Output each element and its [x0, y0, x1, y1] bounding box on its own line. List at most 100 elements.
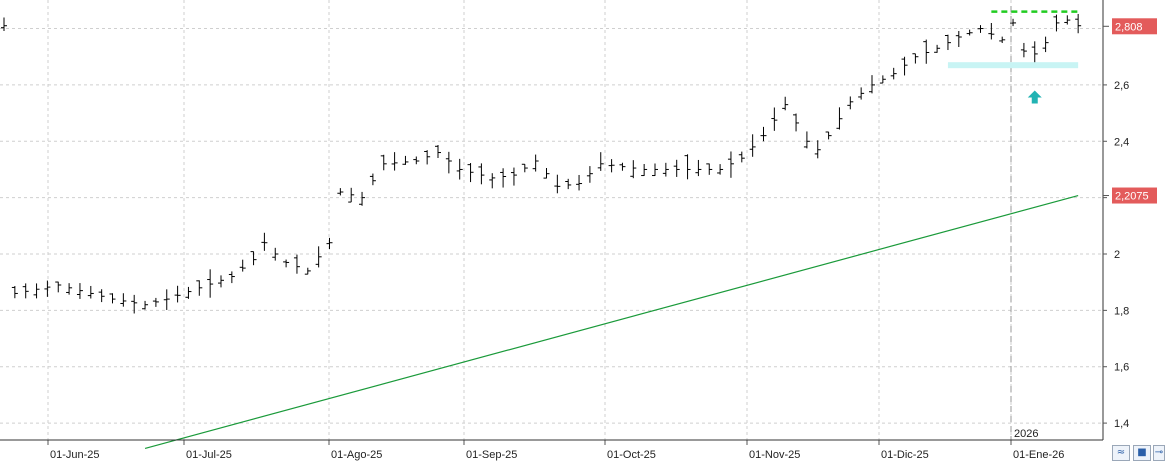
ohlc-bar: [673, 159, 680, 177]
ohlc-bar: [239, 259, 246, 272]
x-tick-label: 01-Ene-26: [1013, 449, 1064, 461]
ohlc-bar: [727, 151, 734, 178]
ohlc-bar: [738, 151, 745, 163]
ohlc-bar: [348, 187, 355, 203]
ohlc-bar: [380, 154, 387, 171]
price-tag-bg: [1112, 18, 1157, 35]
ohlc-bar: [1010, 18, 1017, 27]
ohlc-bar: [142, 300, 149, 310]
y-tick-label: 2,6: [1114, 80, 1129, 92]
ohlc-bar: [402, 155, 409, 165]
price-series: [1, 13, 1082, 314]
ohlc-bar: [760, 126, 767, 142]
ohlc-bar: [923, 39, 930, 64]
ohlc-bar: [55, 281, 62, 293]
ohlc-bar: [391, 152, 398, 171]
ohlc-bar: [413, 156, 420, 165]
ohlc-bar: [1053, 14, 1060, 32]
ohlc-bar: [771, 107, 778, 131]
ohlc-bar: [641, 164, 648, 177]
ohlc-bar: [489, 173, 496, 189]
ohlc-bar: [44, 280, 51, 297]
ohlc-bar: [684, 154, 691, 180]
ohlc-bar: [196, 280, 203, 296]
support-band: [947, 62, 1079, 69]
ohlc-bar: [977, 25, 984, 33]
ohlc-bar: [532, 154, 539, 172]
y-tick-label: 1,8: [1114, 305, 1129, 317]
chart-icon[interactable]: ≈: [1112, 445, 1130, 461]
ohlc-bar: [445, 151, 452, 174]
ohlc-bar: [999, 36, 1006, 44]
ohlc-bar: [478, 163, 485, 185]
ohlc-bar: [315, 246, 322, 268]
ohlc-bar: [337, 188, 344, 196]
ohlc-bar: [510, 167, 517, 186]
ohlc-bar: [304, 267, 311, 275]
save-icon[interactable]: ■: [1133, 445, 1151, 461]
x-tick-label: 01-Oct-25: [607, 449, 656, 461]
ohlc-bar: [87, 285, 94, 299]
ohlc-bar: [293, 254, 300, 274]
moving-average-series: [144, 194, 1079, 450]
ohlc-bar: [11, 285, 18, 299]
x-tick-label: 01-Jul-25: [186, 449, 232, 461]
ohlc-bar: [586, 166, 593, 183]
up-arrow-icon: [1027, 90, 1042, 104]
ohlc-bar: [369, 173, 376, 186]
ohlc-bar: [1, 17, 7, 31]
ohlc-bar: [76, 283, 83, 299]
ohlc-bar: [120, 293, 127, 307]
ohlc-bar: [847, 96, 854, 110]
y-axis-panel: [1104, 0, 1165, 440]
ohlc-bar: [131, 294, 138, 314]
ohlc-bar: [717, 164, 724, 175]
ohlc-bar: [22, 283, 29, 299]
ohlc-bar: [500, 168, 507, 188]
ohlc-bar: [228, 271, 235, 284]
ohlc-bar: [456, 158, 463, 180]
pin-icon[interactable]: ⊸: [1153, 445, 1165, 461]
x-tick-label: 01-Dic-25: [881, 449, 929, 461]
grid: [0, 0, 1103, 440]
ohlc-bar: [521, 163, 528, 173]
ohlc-bar: [706, 163, 713, 175]
ohlc-bar: [955, 30, 962, 47]
ohlc-bar: [890, 67, 897, 80]
ohlc-bar: [109, 293, 116, 304]
ohlc-bar: [152, 297, 159, 307]
ohlc-bar: [858, 87, 865, 100]
x-tick-label: 01-Sep-25: [466, 449, 517, 461]
ohlc-bar: [619, 162, 626, 171]
price-tag-text: 2,2075: [1115, 191, 1149, 203]
ohlc-bar: [803, 131, 810, 149]
ohlc-bar: [944, 34, 951, 51]
ohlc-bar: [467, 163, 474, 183]
ohlc-bar: [793, 113, 800, 132]
ohlc-bar: [662, 162, 669, 177]
last-price-tag: 2,808: [1103, 18, 1157, 35]
ohlc-bar: [597, 152, 604, 171]
annotations: [947, 10, 1079, 104]
ohlc-bar: [283, 259, 290, 268]
moving-average-tag: 2,2075: [1103, 187, 1157, 204]
ohlc-bar: [185, 286, 192, 299]
ohlc-bar: [695, 159, 702, 177]
ohlc-bar: [435, 144, 441, 159]
ohlc-bar: [33, 283, 40, 299]
ohlc-bar: [1064, 15, 1071, 25]
ohlc-bar: [576, 174, 583, 191]
ohlc-bar: [174, 285, 181, 303]
ohlc-bar: [630, 160, 637, 179]
ohlc-bar: [988, 22, 995, 40]
ohlc-bar: [554, 174, 561, 194]
ohlc-bar: [543, 168, 550, 179]
ohlc-bar: [424, 150, 431, 165]
ohlc-bar: [1042, 36, 1049, 53]
price-tag-text: 2,808: [1115, 21, 1143, 33]
ohlc-bar: [98, 289, 105, 303]
x-tick-label: 01-Ago-25: [331, 449, 382, 461]
ohlc-bar: [250, 251, 257, 266]
